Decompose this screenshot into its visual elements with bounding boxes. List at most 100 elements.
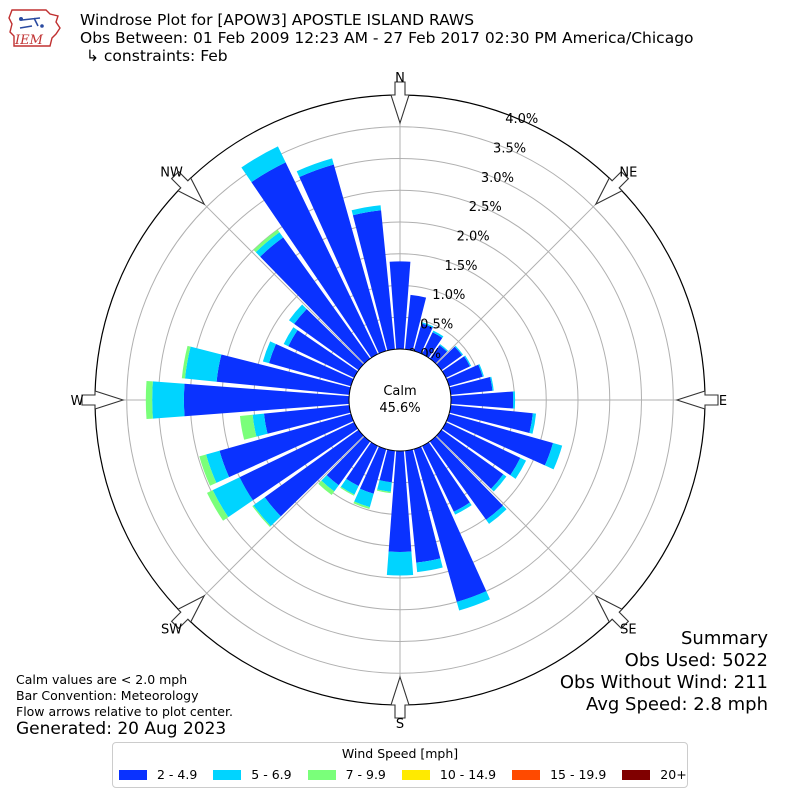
bar-30-bin-0 [422, 332, 443, 358]
radial-tick-labels: 0.0%0.5%1.0%1.5%2.0%2.5%3.0%3.5%4.0% [408, 112, 538, 362]
legend-item-3: 10 - 14.9 [401, 767, 497, 782]
bar-320-bin-1 [255, 232, 284, 257]
bar-200-bin-0 [359, 446, 387, 494]
legend-swatch-0 [119, 769, 147, 780]
bar-110-bin-0 [446, 413, 554, 466]
compass-labels: N NE E SE S SW W NW [71, 71, 728, 732]
bar-180-bin-0 [388, 450, 412, 552]
bar-50-bin-0 [436, 346, 463, 371]
bar-70-bin-0 [446, 364, 483, 387]
bar-280-bin-2 [181, 345, 191, 379]
bar-190-bin-1 [377, 480, 392, 492]
radial-tick-6: 3.0% [481, 171, 514, 186]
calm-circle [348, 348, 452, 452]
radial-tick-2: 1.0% [432, 288, 465, 303]
bar-300-bin-1 [283, 327, 298, 347]
legend-item-5: 20+ [622, 767, 687, 782]
legend-item-1: 5 - 6.9 [213, 767, 292, 782]
summary-obs-without-wind: Obs Without Wind: 211 [559, 672, 768, 693]
bar-130-bin-0 [436, 429, 504, 489]
legend-swatch-3 [401, 769, 430, 780]
bar-120-bin-0 [442, 422, 521, 476]
compass-arrow-W [81, 390, 125, 410]
bar-350-bin-1 [351, 205, 382, 216]
bar-220-bin-0 [326, 436, 371, 486]
bar-90-bin-1 [512, 391, 516, 409]
bar-210-bin-2 [340, 486, 355, 496]
bar-240-bin-0 [239, 422, 358, 501]
chart-subtitle-constraints: ↳ constraints: Feb [86, 47, 228, 65]
generated-date: Generated: 20 Aug 2023 [16, 719, 227, 739]
legend-label-2: 7 - 9.9 [345, 767, 386, 782]
bar-270-bin-0 [183, 383, 350, 417]
radial-tick-8: 4.0% [505, 112, 538, 127]
bar-90-bin-0 [450, 391, 514, 409]
legend-label-3: 10 - 14.9 [439, 767, 497, 782]
bar-40-bin-0 [429, 345, 448, 364]
bar-50-bin-1 [454, 345, 464, 356]
bar-300-bin-0 [288, 330, 358, 378]
bar-150-bin-0 [422, 442, 470, 512]
bar-220-bin-1 [321, 475, 339, 492]
bar-80-bin-1 [490, 376, 494, 391]
bar-220-bin-2 [318, 480, 335, 496]
bar-0-bin-0 [389, 261, 411, 350]
radial-tick-3: 1.5% [444, 259, 477, 274]
bar-20-bin-0 [413, 323, 433, 354]
bar-240-bin-2 [206, 490, 229, 521]
bar-240-bin-1 [212, 477, 253, 518]
legend-item-0: 2 - 4.9 [119, 767, 197, 782]
bar-100-bin-0 [449, 405, 533, 433]
compass-label-SW: SW [161, 622, 182, 637]
summary-title: Summary [681, 628, 768, 649]
bar-210-bin-0 [346, 442, 378, 487]
radial-tick-5: 2.5% [469, 200, 502, 215]
radial-tick-4: 2.0% [457, 230, 490, 245]
bar-270-bin-2 [145, 380, 153, 420]
bar-210-bin-1 [340, 478, 359, 495]
legend-swatch-2 [307, 769, 336, 780]
bar-140-bin-0 [429, 436, 504, 520]
bar-350-bin-0 [352, 210, 395, 351]
bar-40-bin-1 [439, 344, 449, 352]
iem-logo: IEM [8, 9, 61, 48]
bar-160-bin-0 [413, 446, 487, 602]
compass-arrow-SE [594, 594, 630, 630]
bar-180-bin-1 [386, 551, 414, 576]
bar-340-bin-1 [296, 158, 334, 178]
bar-20-bin-1 [421, 322, 434, 328]
bar-280-bin-0 [216, 354, 351, 395]
compass-arrow-NW [170, 170, 206, 206]
iem-logo-text: IEM [14, 33, 44, 48]
bar-100-bin-1 [529, 413, 537, 434]
legend-swatch-1 [213, 769, 242, 780]
bar-250-bin-2 [199, 454, 217, 486]
bar-230-bin-2 [252, 505, 271, 527]
legend-items: 2 - 4.9 5 - 6.9 7 - 9.9 10 - 14.9 15 - 19.9 2… [119, 767, 703, 782]
grid-spoke-5 [183, 435, 365, 617]
calm-percent: 45.6% [379, 401, 420, 416]
bar-170-bin-0 [405, 449, 441, 563]
bar-320-bin-2 [253, 229, 280, 253]
bar-200-bin-2 [353, 501, 370, 510]
compass-label-NE: NE [619, 166, 637, 181]
bar-170-bin-1 [416, 558, 443, 573]
bar-200-bin-1 [354, 488, 374, 508]
compass-arrow-S [390, 675, 410, 719]
speed-legend: Wind Speed [mph] 2 - 4.9 5 - 6.9 7 - 9.9 10… [112, 742, 688, 788]
legend-item-2: 7 - 9.9 [307, 767, 386, 782]
legend-label-0: 2 - 4.9 [157, 767, 198, 782]
bar-60-bin-1 [464, 355, 472, 367]
compass-label-SE: SE [620, 622, 636, 637]
bar-140-bin-1 [486, 505, 507, 524]
bar-130-bin-1 [491, 474, 507, 492]
bar-150-bin-1 [453, 502, 472, 515]
bar-260-bin-2 [239, 414, 257, 440]
compass-label-W: W [71, 394, 84, 409]
compass-label-S: S [396, 717, 404, 732]
calm-label: Calm [383, 384, 416, 399]
chart-subtitle-period: Obs Between: 01 Feb 2009 12:23 AM - 27 F… [80, 29, 694, 47]
legend-label-4: 15 - 19.9 [550, 767, 607, 782]
compass-arrows [81, 81, 719, 719]
